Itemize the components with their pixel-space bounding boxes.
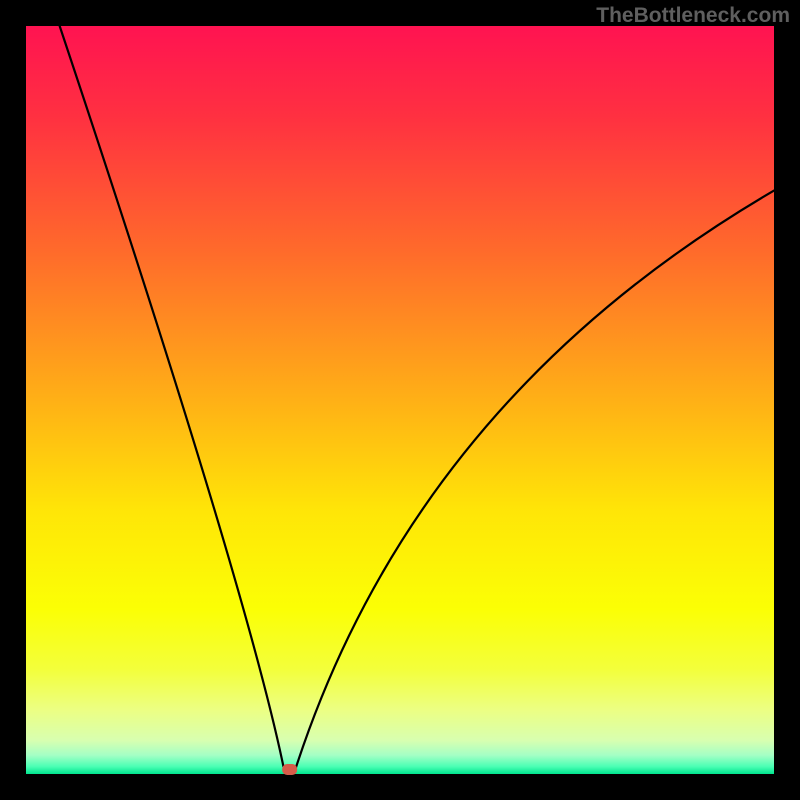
watermark-text: TheBottleneck.com: [596, 4, 790, 28]
plot-background: [26, 26, 774, 774]
bottleneck-curve-chart: [0, 0, 800, 800]
chart-frame: TheBottleneck.com: [0, 0, 800, 800]
vertex-marker: [282, 764, 297, 775]
